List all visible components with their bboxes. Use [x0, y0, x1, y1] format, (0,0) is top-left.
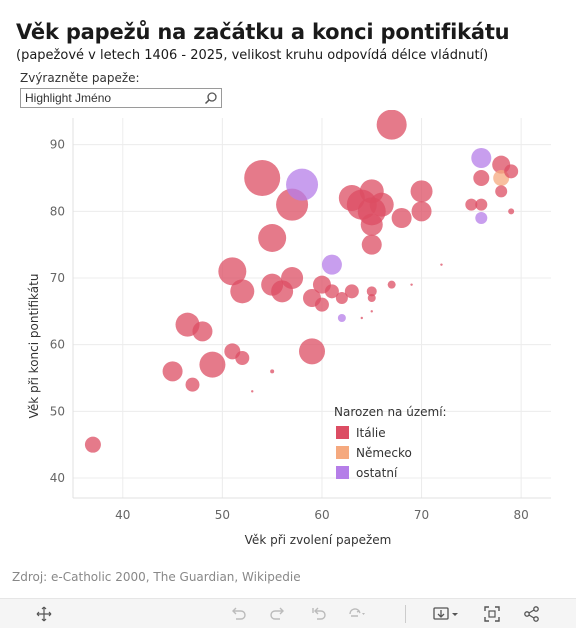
scatter-chart: 40 50 60 70 80 40 50 60 70 80 90 Věk při zvolení p…: [27, 110, 551, 547]
toolbar-divider: [405, 605, 406, 623]
legend-swatch[interactable]: [336, 446, 349, 459]
data-point[interactable]: [440, 263, 443, 266]
data-point[interactable]: [508, 208, 515, 215]
data-point[interactable]: [84, 436, 101, 453]
toolbar: [0, 598, 576, 628]
data-point[interactable]: [411, 201, 432, 222]
legend-swatch[interactable]: [336, 426, 349, 439]
data-point[interactable]: [475, 212, 488, 224]
data-point[interactable]: [360, 316, 363, 320]
legend-title: Narozen na území:: [334, 405, 447, 419]
data-point[interactable]: [258, 224, 287, 252]
data-point[interactable]: [162, 361, 183, 382]
y-tick-label: 60: [50, 338, 65, 352]
y-tick-label: 80: [50, 204, 65, 218]
data-point[interactable]: [475, 198, 488, 211]
data-point[interactable]: [192, 321, 213, 342]
redo-icon[interactable]: [268, 604, 288, 624]
fullscreen-icon[interactable]: [482, 604, 502, 624]
share-icon[interactable]: [522, 604, 542, 624]
download-icon[interactable]: [432, 604, 460, 624]
legend-swatch[interactable]: [336, 466, 349, 479]
revert-icon[interactable]: [308, 604, 328, 624]
data-point[interactable]: [335, 292, 348, 304]
axis-ticks: 40 50 60 70 80 40 50 60 70 80 90: [50, 138, 529, 522]
x-tick-label: 70: [414, 508, 429, 522]
source-note: Zdroj: e-Catholic 2000, The Guardian, Wi…: [12, 570, 301, 584]
y-tick-label: 50: [50, 404, 65, 418]
x-tick-label: 40: [115, 508, 130, 522]
data-point[interactable]: [314, 297, 329, 312]
data-point[interactable]: [235, 351, 250, 365]
x-tick-label: 50: [215, 508, 230, 522]
legend-entry-label[interactable]: ostatní: [356, 466, 398, 480]
data-point[interactable]: [324, 284, 339, 299]
legend: Narozen na území: Itálie Německo ostatní: [334, 405, 447, 480]
data-point[interactable]: [471, 148, 492, 168]
data-point[interactable]: [321, 254, 342, 275]
legend-entry-label[interactable]: Itálie: [356, 426, 386, 440]
highlight-search-input[interactable]: [25, 90, 201, 106]
data-point[interactable]: [367, 294, 376, 302]
data-point[interactable]: [376, 110, 407, 140]
data-point[interactable]: [185, 377, 200, 392]
move-icon[interactable]: [34, 604, 54, 624]
search-icon[interactable]: [204, 91, 218, 105]
y-tick-label: 70: [50, 271, 65, 285]
data-point[interactable]: [218, 257, 247, 286]
data-point[interactable]: [270, 369, 275, 374]
highlight-label: Zvýrazněte papeže:: [20, 71, 140, 85]
chart-title: Věk papežů na začátku a konci pontifikát…: [16, 20, 510, 44]
data-point[interactable]: [361, 234, 382, 255]
data-point[interactable]: [199, 351, 226, 378]
data-point[interactable]: [299, 338, 325, 365]
data-point[interactable]: [370, 310, 373, 313]
data-point[interactable]: [369, 192, 394, 217]
data-point[interactable]: [360, 213, 383, 236]
chart-subtitle: (papežové v letech 1406 - 2025, velikost…: [16, 48, 489, 63]
data-point[interactable]: [337, 314, 346, 322]
chart-points: [84, 110, 519, 453]
refresh-icon[interactable]: [346, 604, 366, 624]
data-point[interactable]: [387, 280, 396, 289]
legend-entry-label[interactable]: Německo: [356, 446, 412, 460]
x-tick-label: 80: [513, 508, 528, 522]
data-point[interactable]: [495, 185, 508, 198]
y-tick-label: 90: [50, 138, 65, 152]
data-point[interactable]: [244, 160, 281, 196]
x-tick-label: 60: [314, 508, 329, 522]
y-axis-label: Věk při konci pontifikátu: [27, 274, 41, 419]
data-point[interactable]: [410, 180, 433, 203]
data-point[interactable]: [251, 390, 254, 393]
data-point[interactable]: [338, 185, 365, 211]
data-point[interactable]: [504, 164, 519, 179]
data-point[interactable]: [366, 286, 377, 297]
data-point[interactable]: [286, 168, 319, 201]
data-point[interactable]: [465, 198, 478, 211]
y-tick-label: 40: [50, 471, 65, 485]
x-axis-label: Věk při zvolení papežem: [245, 533, 392, 547]
data-point[interactable]: [344, 284, 359, 299]
data-point[interactable]: [473, 170, 490, 186]
data-point[interactable]: [391, 208, 412, 228]
data-point[interactable]: [281, 267, 304, 289]
data-point[interactable]: [230, 279, 255, 304]
undo-icon[interactable]: [228, 604, 248, 624]
highlight-search-box[interactable]: [20, 88, 222, 108]
data-point[interactable]: [410, 283, 413, 286]
